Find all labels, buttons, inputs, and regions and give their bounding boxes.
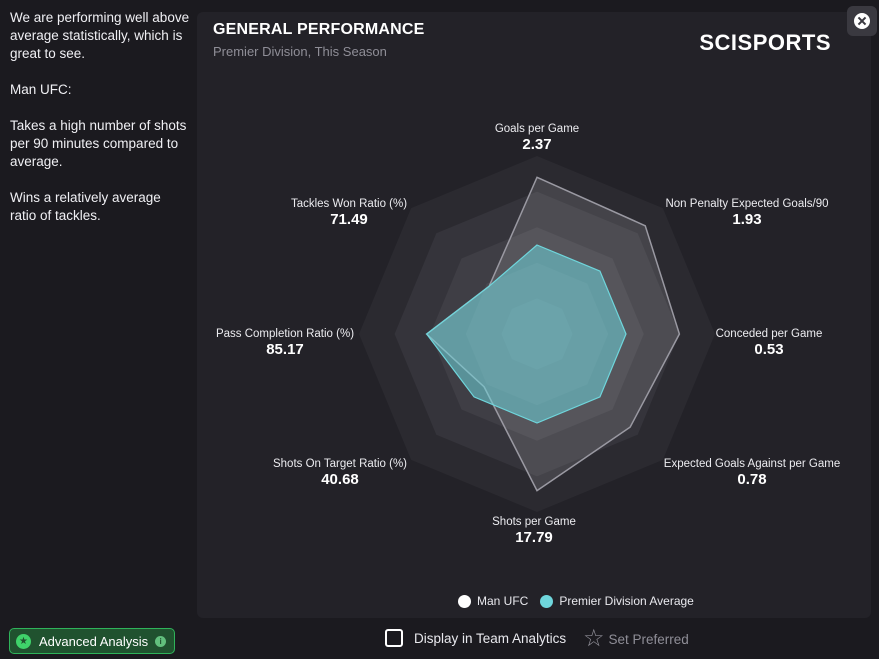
axis-value: 85.17 [266,341,304,358]
axis-value: 0.53 [754,341,783,358]
scisports-logo: SCISPORTS [699,30,831,55]
axis-value: 0.78 [737,471,766,488]
chart-legend: Man UFC Premier Division Average [458,594,706,608]
axis-label: Tackles Won Ratio (%) [291,198,407,210]
axis-label: Shots per Game [492,516,576,528]
display-team-label: Display in Team Analytics [414,630,567,646]
axis-value: 2.37 [522,136,551,153]
axis-value: 17.79 [515,529,553,546]
panel-subtitle: Premier Division, This Season [213,44,387,59]
axis-value: 71.49 [330,211,368,228]
legend-item-man-ufc: Man UFC [458,594,528,608]
axis-label: Pass Completion Ratio (%) [216,328,354,340]
summary-paragraph: Takes a high number of shots per 90 minu… [10,118,187,169]
axis-label: Expected Goals Against per Game [664,458,840,470]
legend-label: Man UFC [477,594,529,608]
legend-label: Premier Division Average [559,594,694,608]
set-preferred-label: Set Preferred [608,631,689,647]
bottom-bar: ★ Advanced Analysis i Display in Team An… [0,626,879,659]
axis-label: Conceded per Game [716,328,823,340]
summary-paragraph: We are performing well above average sta… [10,10,190,61]
axis-label: Goals per Game [495,123,579,135]
close-icon [854,13,870,29]
advanced-analysis-button[interactable]: ★ Advanced Analysis i [9,628,176,654]
axis-label: Shots On Target Ratio (%) [273,458,407,470]
axis-label: Non Penalty Expected Goals/90 [665,198,828,210]
star-outline-icon: ☆ [583,625,605,652]
panel-title: GENERAL PERFORMANCE [213,21,425,38]
summary-paragraph: Wins a relatively average ratio of tackl… [10,190,161,223]
display-team-analytics-checkbox[interactable]: Display in Team Analytics [385,629,566,647]
info-icon[interactable]: i [155,635,167,647]
axis-value: 1.93 [732,211,761,228]
axis-value: 40.68 [321,471,359,488]
legend-item-average: Premier Division Average [540,594,694,608]
series-average-polygon [425,244,627,424]
close-button[interactable] [847,6,877,36]
star-icon: ★ [16,633,31,649]
summary-paragraph: Man UFC: [10,82,72,97]
legend-dot-man-ufc [458,594,471,608]
advanced-analysis-label: Advanced Analysis [39,633,149,649]
checkbox-icon [385,629,403,647]
set-preferred-button[interactable]: ☆ Set Preferred [583,627,689,651]
summary-text: We are performing well above average sta… [10,9,190,243]
legend-dot-average [540,594,554,608]
